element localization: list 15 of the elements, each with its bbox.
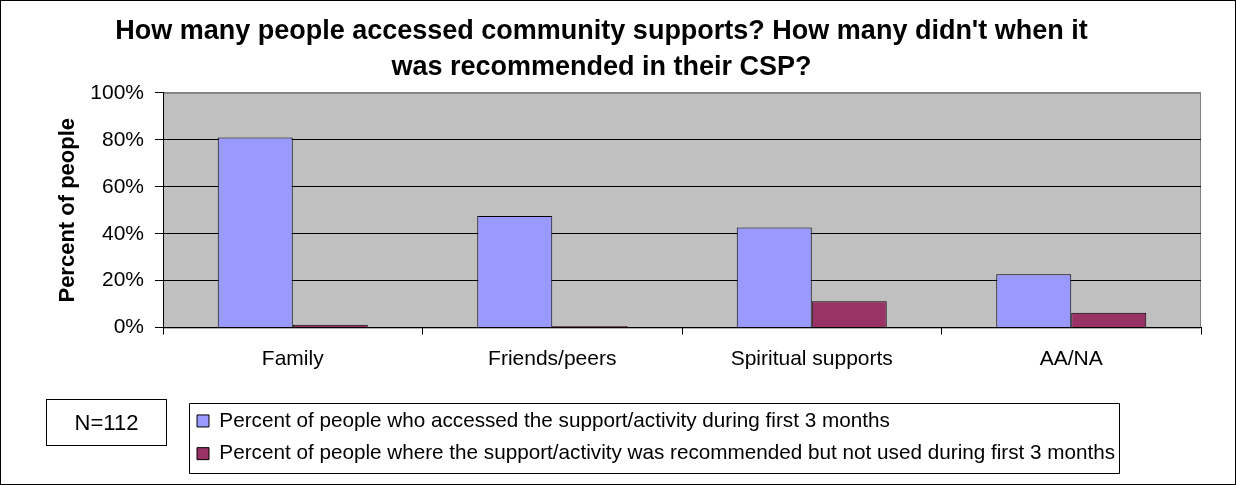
- chart-title: How many people accessed community supports? How many didn't when it was recommended in their CSP?: [115, 14, 1088, 82]
- x-tick-label: Friends/peers: [488, 346, 617, 369]
- y-tick-label: 80%: [101, 126, 144, 150]
- y-axis-title: Percent of people: [54, 117, 80, 303]
- legend-label: Percent of people where the support/activity was recommended but not used during first 3 months: [219, 440, 1116, 464]
- x-tick-label: Family: [261, 346, 325, 369]
- text: N=112: [46, 399, 167, 446]
- y-tick-label: 40%: [101, 220, 144, 244]
- y-tick-label: 100%: [90, 79, 144, 103]
- x-tick-label: Spiritual supports: [730, 346, 893, 369]
- y-tick-label: 0%: [113, 314, 144, 338]
- x-tick-label: AA/NA: [1039, 346, 1103, 369]
- y-tick-label: 60%: [101, 173, 144, 197]
- legend-label: Percent of people who accessed the support/activity during first 3 months: [219, 407, 890, 431]
- y-tick-label: 20%: [101, 267, 144, 291]
